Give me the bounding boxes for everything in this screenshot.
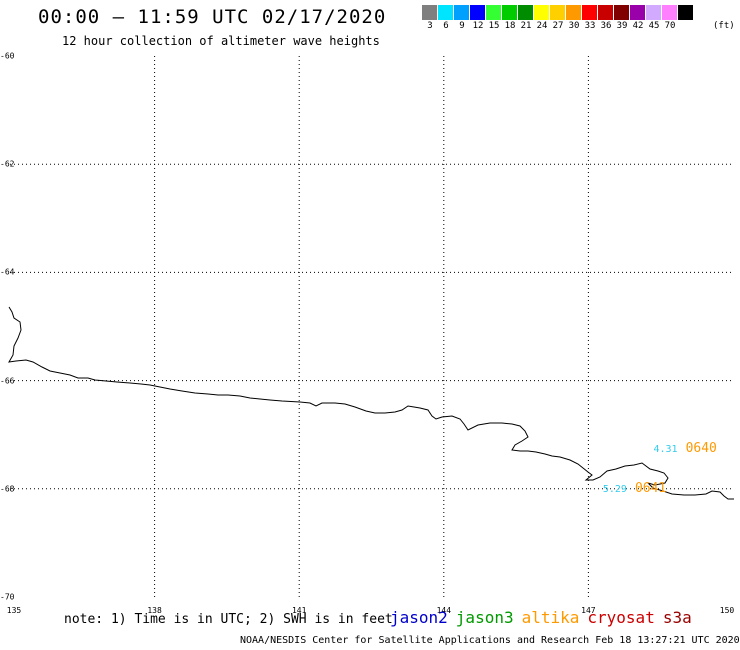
colorbar-label: 6 (443, 21, 449, 31)
obs-time: 0641 (634, 480, 667, 496)
satellite-legend: jason2 jason3 altika cryosat s3a (390, 608, 700, 627)
colorbar-label: 12 (472, 21, 484, 31)
swh-value: 5.29 (602, 483, 627, 495)
satellite-jason3: jason3 (455, 608, 514, 627)
colorbar-swatch (470, 5, 486, 20)
lat-tick-label: -66 (0, 376, 15, 386)
colorbar-swatch (534, 5, 550, 20)
swh-value: 4.31 (653, 444, 678, 456)
lon-tick-label: 150 (719, 606, 735, 615)
satellite-s3a: s3a (662, 608, 692, 627)
colorbar-swatch (662, 5, 678, 20)
colorbar-label: 42 (632, 21, 644, 31)
lat-tick-label: -70 (0, 592, 15, 602)
lon-tick-label: 138 (147, 606, 162, 615)
colorbar-swatch (678, 5, 694, 20)
colorbar-swatch (518, 5, 534, 20)
colorbar-swatch (454, 5, 470, 20)
colorbar-swatch (630, 5, 646, 20)
colorbar-swatch (598, 5, 614, 20)
lat-tick-label: -68 (0, 484, 15, 494)
colorbar-label: 70 (664, 21, 676, 31)
colorbar-label: 15 (488, 21, 500, 31)
observation: 5.29 0641 (603, 481, 666, 496)
colorbar-labels: 3 6 9 12 15 18 21 24 27 30 33 36 39 42 45 70 (422, 21, 694, 31)
colorbar-label: 21 (520, 21, 532, 31)
colorbar-label: 33 (584, 21, 596, 31)
colorbar-swatch (582, 5, 598, 20)
colorbar-swatch (566, 5, 582, 20)
lon-tick-label: 144 (436, 606, 452, 615)
map-title: 00:00 – 11:59 UTC 02/17/2020 (38, 6, 387, 28)
colorbar-swatch (422, 5, 438, 20)
colorbar-swatch (502, 5, 518, 20)
satellite-altika: altika (521, 608, 580, 627)
footer-note: note: 1) Time is in UTC; 2) SWH is in fe… (64, 612, 393, 627)
colorbar-label: 9 (459, 21, 465, 31)
satellite-cryosat: cryosat (587, 608, 655, 627)
colorbar-swatch (486, 5, 502, 20)
colorbar-label: 39 (616, 21, 628, 31)
colorbar-label: 27 (552, 21, 564, 31)
colorbar-label: 36 (600, 21, 612, 31)
lat-tick-label: -64 (0, 267, 15, 277)
satellite-jason2: jason2 (390, 608, 448, 627)
obs-time: 0640 (685, 441, 717, 457)
observation: 4.31 0640 (653, 441, 716, 456)
colorbar-label: 24 (536, 21, 548, 31)
wave-height-colorbar (422, 5, 694, 20)
lon-tick-label: 135 (6, 606, 22, 615)
lat-tick-label: -62 (0, 159, 15, 169)
credit-line: NOAA/NESDIS Center for Satellite Applica… (240, 635, 740, 646)
colorbar-swatch (646, 5, 662, 20)
graticule (10, 56, 733, 597)
colorbar-swatch (438, 5, 454, 20)
lon-tick-label: 141 (291, 606, 307, 615)
colorbar-label: 45 (648, 21, 660, 31)
colorbar-label: 18 (504, 21, 516, 31)
antarctic-coastline (8, 306, 734, 500)
colorbar-unit: (ft) (713, 21, 735, 31)
colorbar-swatch (550, 5, 566, 20)
colorbar-swatch (614, 5, 630, 20)
colorbar-label: 30 (568, 21, 580, 31)
lat-tick-label: -60 (0, 51, 15, 61)
colorbar-label: 3 (427, 21, 433, 31)
map-subtitle: 12 hour collection of altimeter wave hei… (62, 34, 380, 48)
lon-tick-label: 147 (581, 606, 596, 615)
